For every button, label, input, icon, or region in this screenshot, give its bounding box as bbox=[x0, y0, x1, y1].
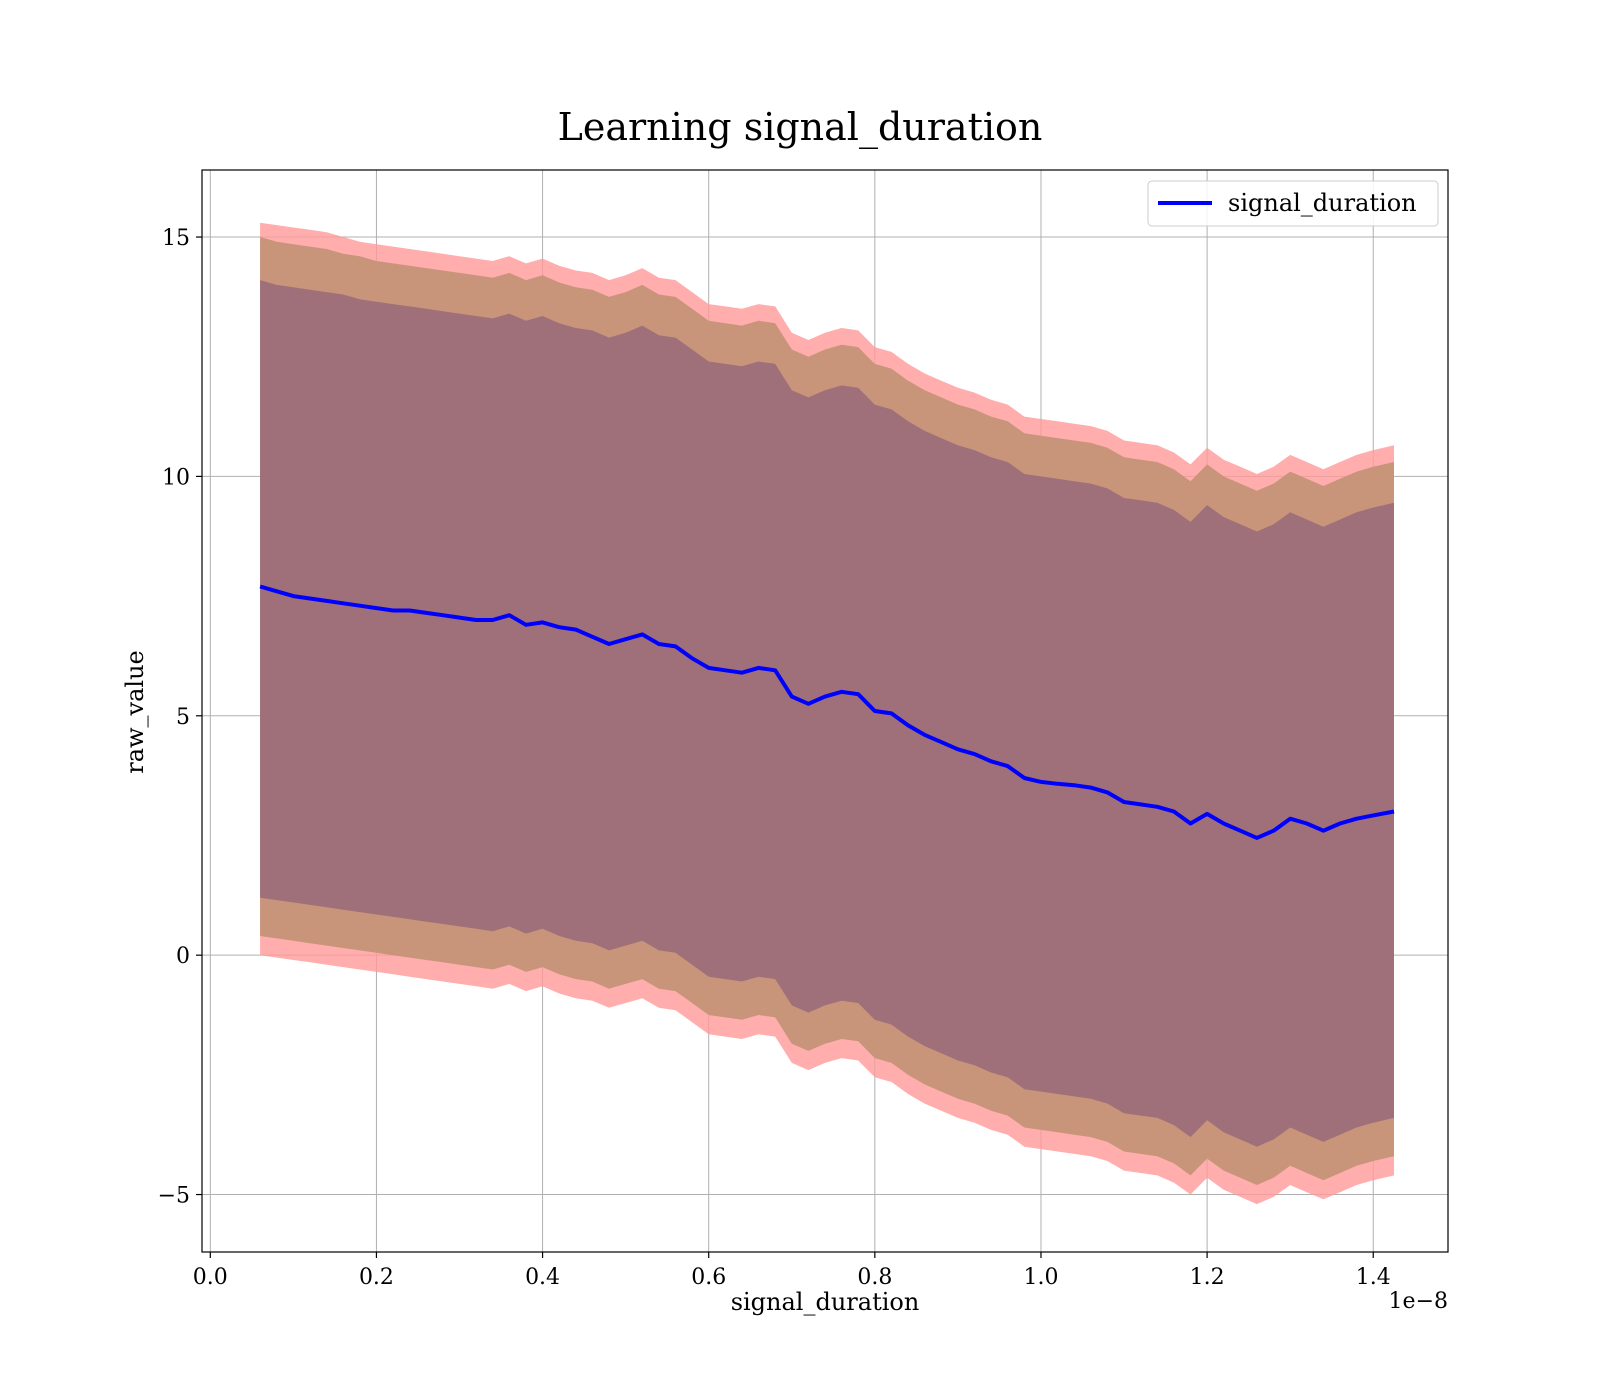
x-tick-label: 1.4 bbox=[1356, 1265, 1391, 1290]
chart-title: Learning signal_duration bbox=[558, 105, 1043, 150]
x-tick-label: 0.2 bbox=[359, 1265, 394, 1290]
legend-box bbox=[1147, 180, 1439, 227]
x-tick-label: 0.0 bbox=[193, 1265, 228, 1290]
confidence-bands bbox=[260, 222, 1395, 1205]
x-tick-label: 1.0 bbox=[1023, 1265, 1058, 1290]
legend: signal_duration bbox=[1147, 180, 1439, 227]
x-axis-offset-label: 1e−8 bbox=[1389, 1289, 1448, 1314]
y-tick-label: 0 bbox=[176, 944, 190, 969]
y-tick-label: 10 bbox=[162, 465, 190, 490]
y-tick-label: 15 bbox=[162, 226, 190, 251]
y-axis-label: raw_value bbox=[121, 650, 149, 774]
plot-frame bbox=[201, 169, 1449, 1253]
axis-ticks: 0.0 0.2 0.4 0.6 0.8 1.0 1.2 1.4 −5 0 5 10 15 bbox=[158, 226, 1391, 1290]
series-line-signal-duration bbox=[259, 584, 1395, 840]
x-tick-label: 0.6 bbox=[691, 1265, 726, 1290]
y-tick-label: −5 bbox=[158, 1184, 190, 1209]
x-tick-label: 0.8 bbox=[857, 1265, 892, 1290]
x-tick-label: 1.2 bbox=[1190, 1265, 1225, 1290]
x-axis-label: signal_duration bbox=[731, 1288, 920, 1316]
y-tick-label: 5 bbox=[176, 705, 190, 730]
legend-entry-label: signal_duration bbox=[1228, 189, 1417, 217]
band-inner bbox=[260, 280, 1395, 1147]
series-lines bbox=[259, 584, 1395, 840]
x-tick-label: 0.4 bbox=[525, 1265, 560, 1290]
